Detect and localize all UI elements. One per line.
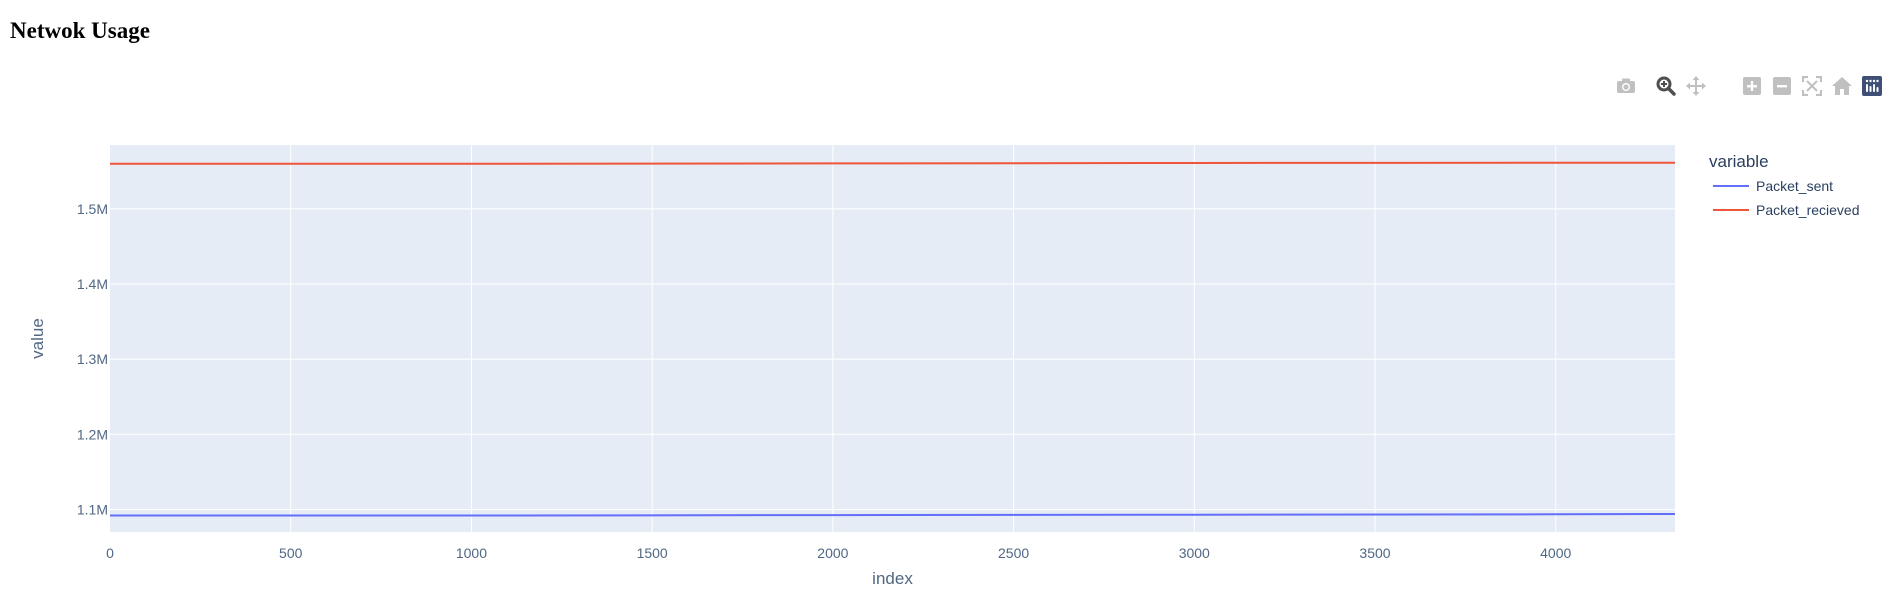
- legend-label: Packet_recieved: [1756, 202, 1860, 218]
- plotly-logo-icon[interactable]: [1860, 74, 1883, 98]
- zoom-out-icon[interactable]: [1770, 74, 1794, 98]
- x-tick-label: 500: [279, 545, 303, 561]
- x-tick-label: 2000: [817, 545, 848, 561]
- x-tick-label: 4000: [1540, 545, 1571, 561]
- x-tick-label: 3000: [1179, 545, 1210, 561]
- x-tick-label: 2500: [998, 545, 1029, 561]
- legend-label: Packet_sent: [1756, 178, 1833, 194]
- x-tick-label: 0: [106, 545, 114, 561]
- legend-item[interactable]: Packet_recieved: [1713, 202, 1860, 218]
- y-tick-label: 1.1M: [77, 501, 108, 517]
- x-tick-labels: 0 500 1000 1500 2000 2500 3000 3500 4000: [106, 545, 1571, 561]
- plot-area[interactable]: [110, 145, 1675, 532]
- y-tick-label: 1.4M: [77, 276, 108, 292]
- y-tick-label: 1.5M: [77, 201, 108, 217]
- pan-icon[interactable]: [1684, 74, 1708, 98]
- x-axis-title: index: [872, 569, 913, 588]
- y-axis-title: value: [28, 318, 47, 359]
- x-tick-label: 3500: [1359, 545, 1390, 561]
- autoscale-icon[interactable]: [1800, 74, 1824, 98]
- home-icon[interactable]: [1830, 74, 1854, 98]
- modebar: [1614, 74, 1883, 98]
- zoom-in-icon[interactable]: [1740, 74, 1764, 98]
- legend: variable Packet_sent Packet_recieved: [1709, 152, 1860, 218]
- series-line-packet-sent[interactable]: [110, 513, 1676, 517]
- legend-item[interactable]: Packet_sent: [1713, 178, 1833, 194]
- y-tick-labels: 1.1M 1.2M 1.3M 1.4M 1.5M: [77, 201, 108, 518]
- y-tick-label: 1.2M: [77, 426, 108, 442]
- camera-icon[interactable]: [1614, 74, 1638, 98]
- zoom-icon[interactable]: [1654, 74, 1678, 98]
- x-tick-label: 1500: [637, 545, 668, 561]
- y-tick-label: 1.3M: [77, 351, 108, 367]
- x-tick-label: 1000: [456, 545, 487, 561]
- page-title: Netwok Usage: [10, 18, 150, 43]
- legend-title: variable: [1709, 152, 1769, 171]
- y-gridlines: [110, 208, 1675, 510]
- x-gridlines: [290, 145, 1557, 532]
- series-lines: [110, 161, 1676, 517]
- series-line-packet-recieved[interactable]: [110, 161, 1675, 165]
